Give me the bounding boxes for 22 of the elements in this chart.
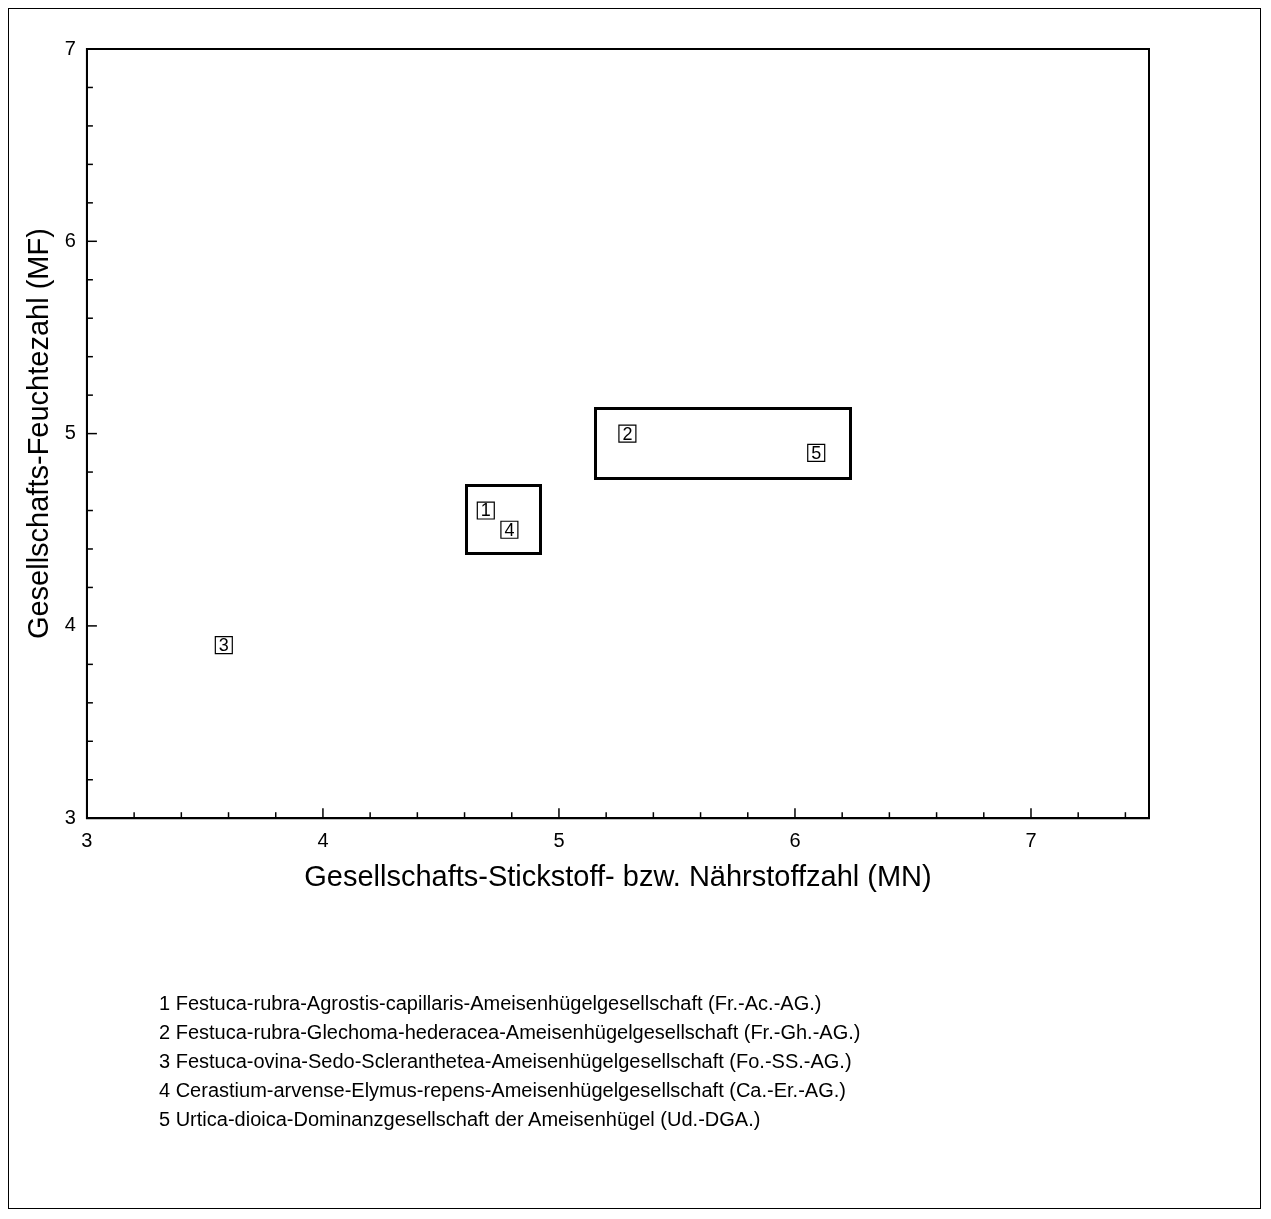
x-tick-label: 6	[789, 828, 801, 851]
y-tick-label: 3	[64, 805, 76, 828]
x-tick-label: 7	[1025, 828, 1037, 851]
y-tick-label: 5	[64, 421, 76, 444]
text: 1 Festuca-rubra-Agrostis-capillaris-Ameisenhügelgesellschaft (Fr.-Ac.-AG.)	[159, 991, 823, 1016]
annotation: 5	[811, 442, 822, 463]
y-tick-label: 4	[64, 613, 76, 636]
x-tick-label: 5	[553, 828, 565, 851]
text: 2 Festuca-rubra-Glechoma-hederacea-Ameisenhügelgesellschaft (Fr.-Gh.-AG.)	[159, 1020, 862, 1045]
x-tick-label: 3	[81, 828, 93, 851]
y-tick-label: 6	[64, 228, 76, 251]
annotation: 3	[218, 635, 229, 656]
annotation: 2	[622, 423, 633, 444]
annotation: 4	[504, 519, 515, 540]
x-tick-label: 4	[317, 828, 329, 851]
text: 4 Cerastium-arvense-Elymus-repens-Ameisenhügelgesellschaft (Ca.-Er.-AG.)	[159, 1078, 847, 1103]
x-axis-title: Gesellschafts-Stickstoff- bzw. Nährstoffzahl (MN)	[304, 859, 932, 892]
text: 3 Festuca-ovina-Sedo-Scleranthetea-Ameisenhügelgesellschaft (Fo.-SS.-AG.)	[159, 1049, 853, 1074]
y-axis-title: Gesellschafts-Feuchtezahl (MF)	[22, 228, 55, 640]
y-tick-label: 7	[64, 36, 76, 59]
annotation: 1	[480, 500, 491, 521]
text: 5 Urtica-dioica-Dominanzgesellschaft der Ameisenhügel (Ud.-DGA.)	[159, 1107, 762, 1132]
